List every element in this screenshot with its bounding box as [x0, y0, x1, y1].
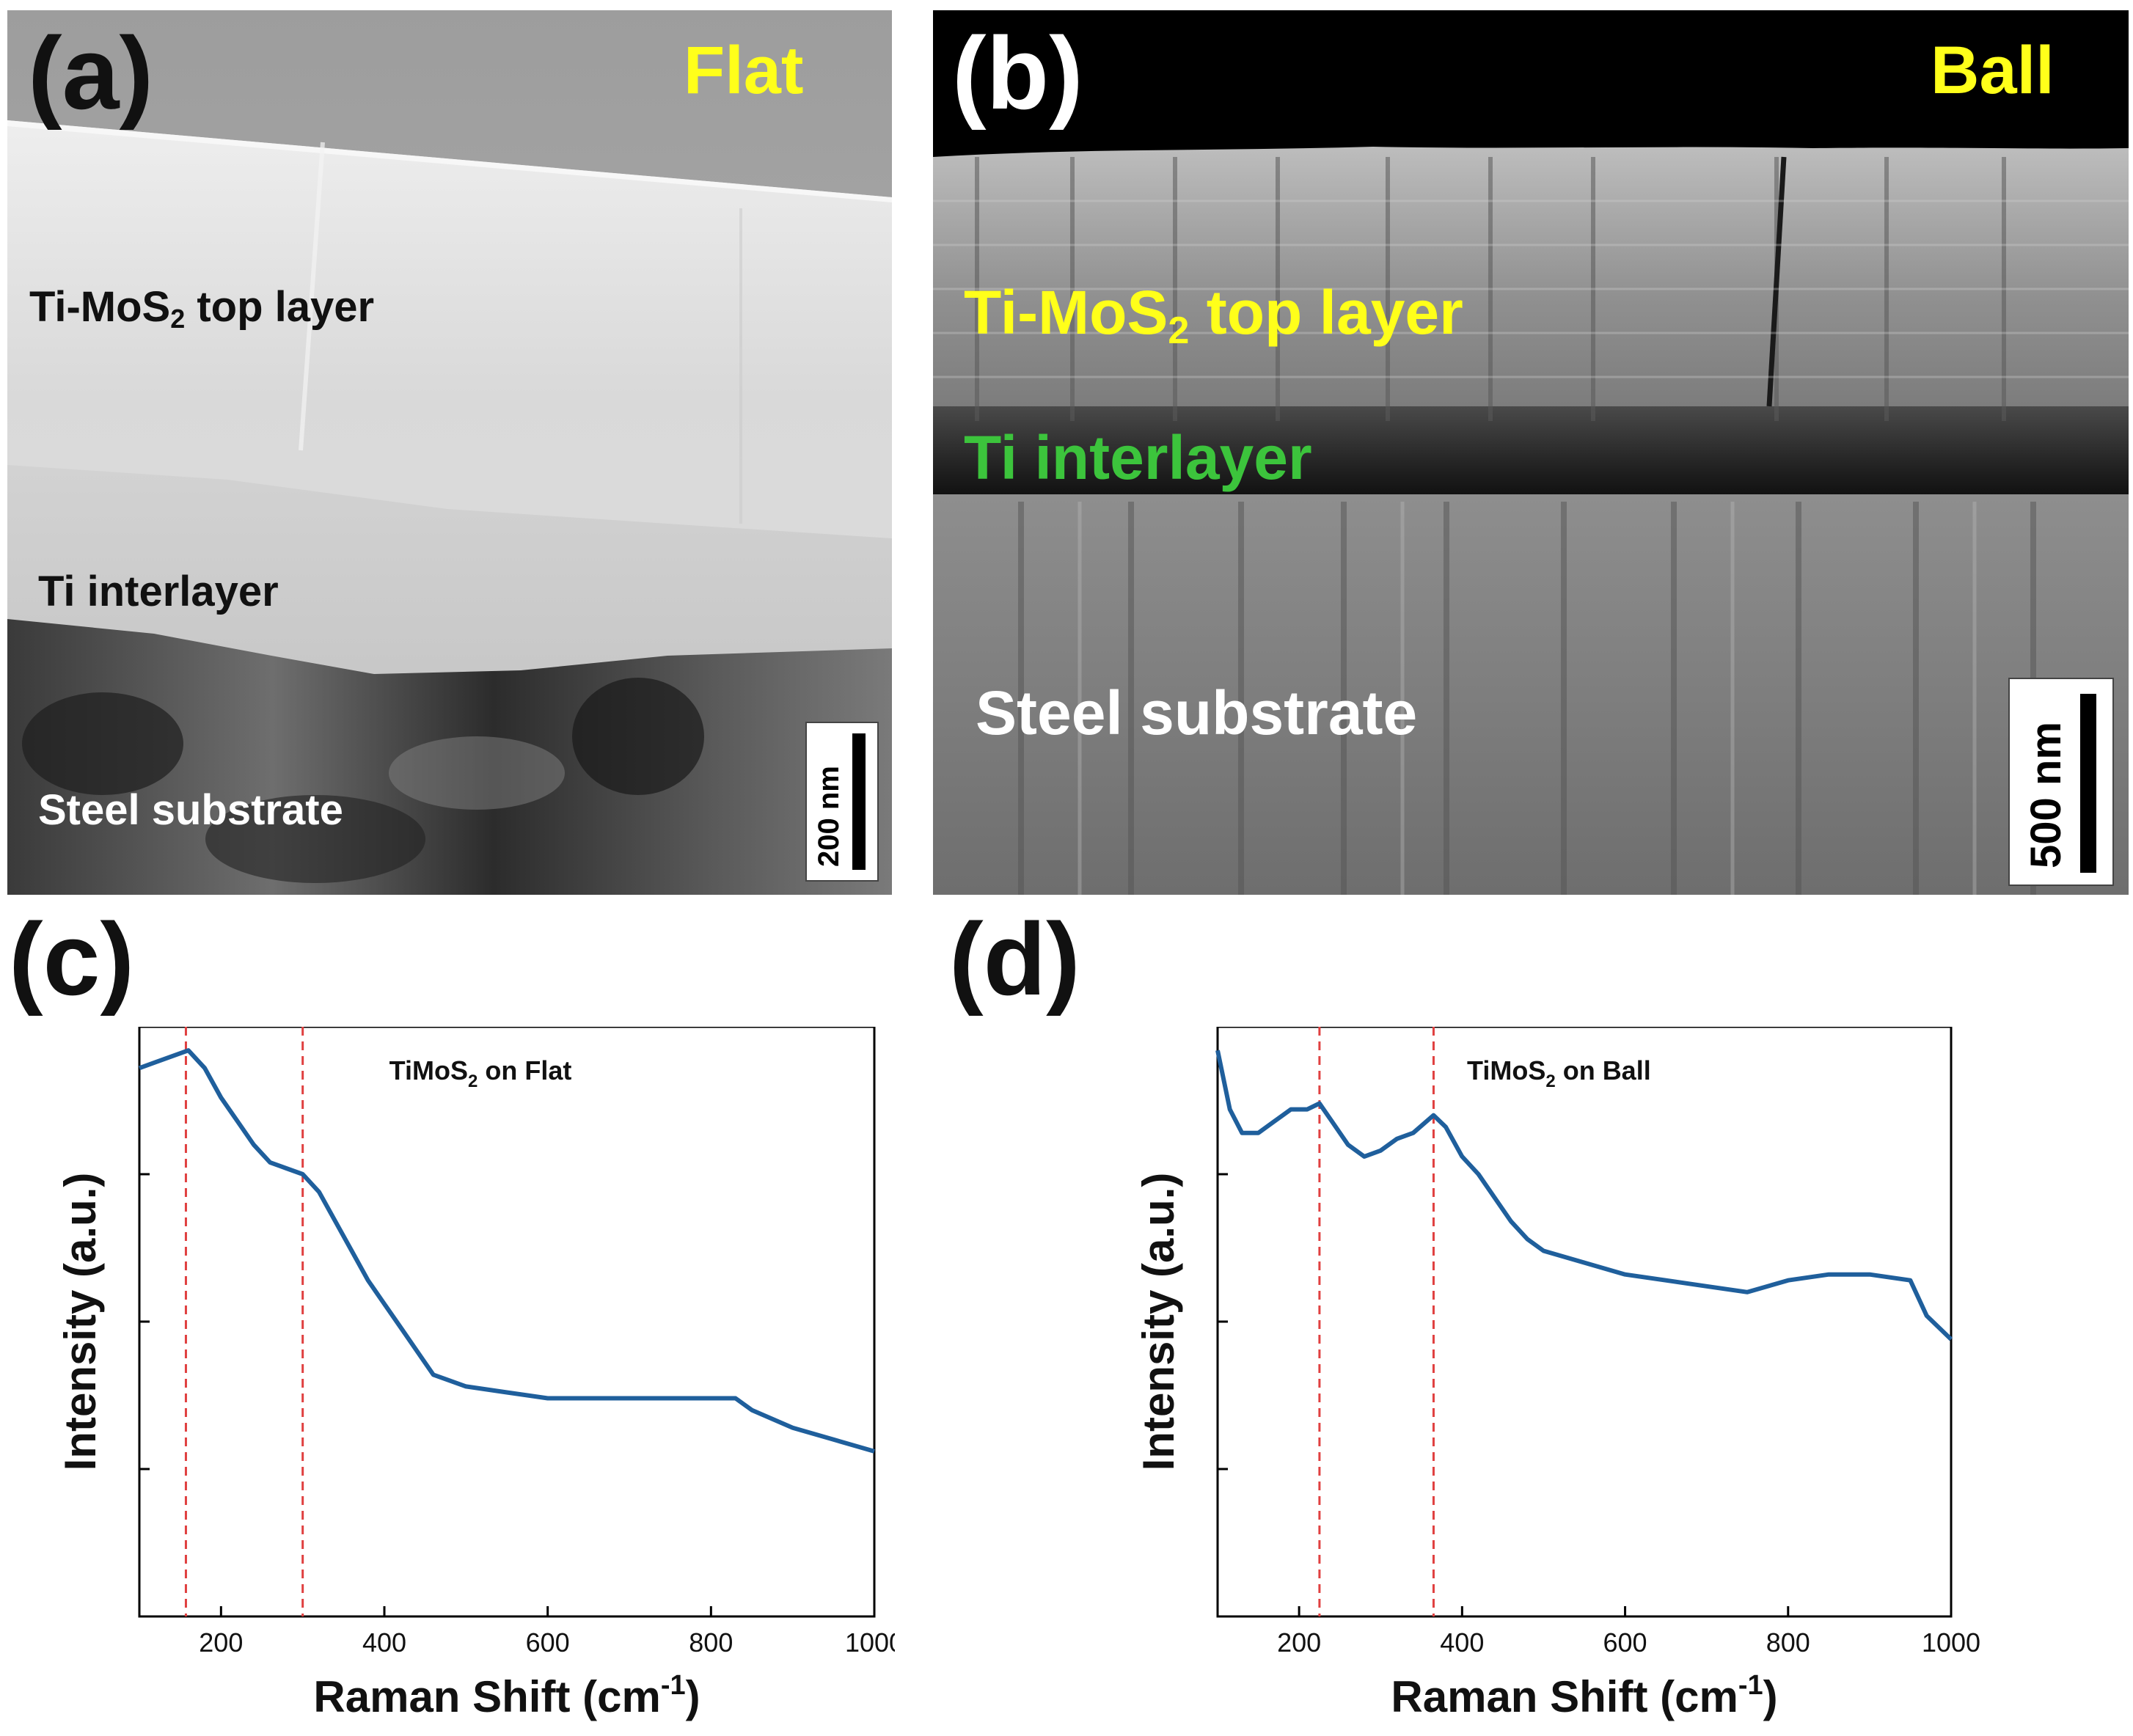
panel-b-interlayer-label: Ti interlayer [964, 423, 1312, 492]
raman-spectrum-line-0 [1215, 1050, 1953, 1341]
panel-b-top-layer-label: Ti-MoS2 top layer [964, 278, 1463, 353]
plot-frame [138, 1027, 876, 1618]
panel-a-substrate-label: Steel substrate [38, 786, 343, 834]
y-axis-label: Intensity (a.u.) [1134, 1173, 1183, 1471]
raman-chart-flat: 200 400 600 800 1000 TiMoS2 on Flat Raman Shif… [56, 1027, 895, 1721]
panel-b-tag: Ball [1931, 33, 2055, 108]
panel-a-interlayer-label: Ti interlayer [38, 568, 279, 615]
x-tick-label: 1000 [1922, 1627, 1980, 1658]
x-tick-label: 1000 [845, 1627, 895, 1658]
panel-b-sem-image [933, 10, 2129, 895]
panel-b-micrograph [933, 10, 2129, 895]
panel-a-tem-image [7, 10, 892, 895]
x-tick-label: 200 [199, 1627, 243, 1658]
panel-a-top-layer-label: Ti-MoS2 top layer [29, 283, 375, 334]
panel-a-letter: (a) [28, 15, 154, 131]
raman-spectrum-line-0 [138, 1048, 875, 1454]
x-tick-label: 400 [362, 1627, 406, 1658]
panel-a-scale-bar: 200 nm [805, 722, 879, 882]
raman-chart-ball: 200 400 600 800 1000 TiMoS2 on Ball Raman Shif… [1134, 1027, 1980, 1721]
x-tick-label: 600 [1603, 1627, 1647, 1658]
x-axis-label: Raman Shift (cm-1) [1391, 1670, 1777, 1721]
x-tick-label: 800 [689, 1627, 733, 1658]
panel-d-letter: (d) [949, 901, 1080, 1017]
panel-a-tag: Flat [684, 33, 804, 108]
y-axis-label: Intensity (a.u.) [56, 1173, 105, 1471]
x-tick-label: 400 [1440, 1627, 1484, 1658]
x-axis-label: Raman Shift (cm-1) [313, 1670, 700, 1721]
panel-b-letter: (b) [952, 15, 1083, 131]
panel-a-micrograph [7, 10, 892, 895]
x-tick-label: 200 [1277, 1627, 1321, 1658]
x-tick-label: 600 [526, 1627, 570, 1658]
chart-title: TiMoS2 on Flat [389, 1055, 572, 1091]
panel-b-substrate-label: Steel substrate [976, 678, 1418, 747]
panel-c-letter: (c) [9, 901, 135, 1017]
x-tick-label: 800 [1766, 1627, 1810, 1658]
chart-title: TiMoS2 on Ball [1467, 1055, 1651, 1091]
panel-b-scale-bar: 500 nm [2008, 678, 2114, 886]
